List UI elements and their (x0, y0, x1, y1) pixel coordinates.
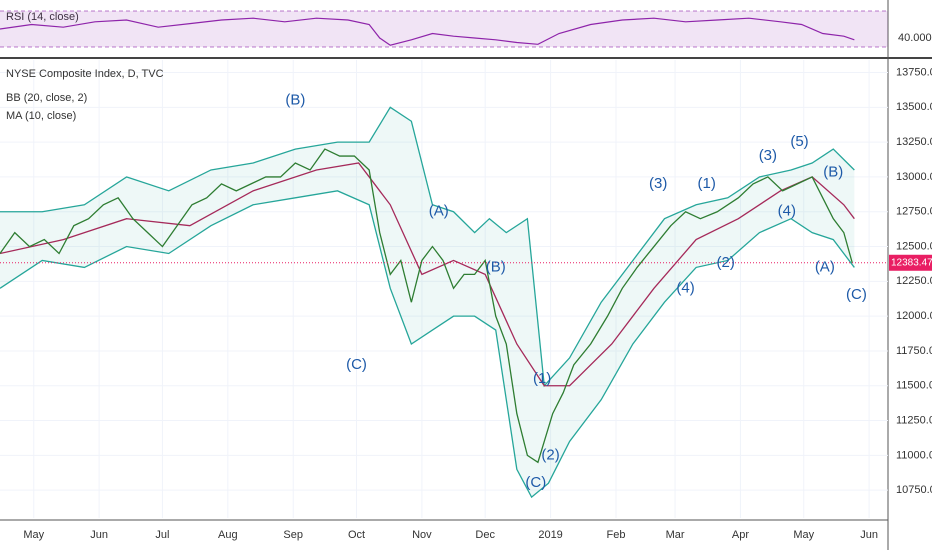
y-tick-label: 12250.000 (896, 275, 932, 287)
y-tick-label: 12000.000 (896, 310, 932, 322)
wave-label: (A) (815, 258, 835, 275)
x-tick-label: Feb (606, 529, 625, 541)
wave-label: (1) (698, 175, 716, 192)
x-tick-label: Nov (412, 529, 432, 541)
rsi-tick-label: 40.0000 (898, 32, 932, 44)
indicator-line (0, 106, 855, 388)
band-fill (0, 107, 855, 498)
wave-label: (B) (823, 164, 843, 181)
x-tick-label: May (793, 529, 814, 541)
y-tick-label: 11500.000 (896, 380, 932, 392)
y-tick-label: 13500.000 (896, 101, 932, 113)
y-tick-label: 11000.000 (896, 449, 932, 461)
last-price-label: 12383.476 (891, 257, 932, 268)
wave-label: (A) (429, 203, 449, 220)
chart-title: NYSE Composite Index, D, TVC (6, 68, 164, 80)
wave-label: (2) (541, 446, 559, 463)
x-tick-label: Oct (348, 529, 365, 541)
wave-label: (3) (759, 147, 777, 164)
x-tick-label: Aug (218, 529, 238, 541)
x-tick-label: Sep (283, 529, 303, 541)
wave-label: (1) (533, 370, 551, 387)
last-price-tag (889, 254, 932, 271)
x-tick-label: 2019 (538, 529, 562, 541)
x-tick-label: Jun (860, 529, 878, 541)
x-tick-label: May (23, 529, 44, 541)
y-tick-label: 13000.000 (896, 171, 932, 183)
wave-label: (B) (486, 258, 506, 275)
y-tick-label: 10750.000 (896, 484, 932, 496)
wave-label: (C) (846, 286, 867, 303)
y-tick-label: 12500.000 (896, 240, 932, 252)
wave-label: (4) (778, 203, 796, 220)
rsi-title: RSI (14, close) (6, 11, 79, 23)
wave-label: (C) (346, 356, 367, 373)
y-tick-label: 11750.000 (896, 345, 932, 357)
indicator-label: BB (20, close, 2) (6, 92, 87, 104)
indicator-line (0, 190, 855, 499)
x-tick-label: Dec (475, 529, 495, 541)
indicator-line (0, 162, 855, 387)
indicator-label: MA (10, close) (6, 110, 76, 122)
x-tick-label: Apr (732, 529, 749, 541)
wave-label: (C) (525, 474, 546, 491)
y-tick-label: 11250.000 (896, 414, 932, 426)
x-tick-label: Jun (90, 529, 108, 541)
x-tick-label: Mar (666, 529, 685, 541)
wave-label: (4) (676, 279, 694, 296)
wave-label: (B) (285, 91, 305, 108)
rsi-line (0, 17, 855, 46)
price-line (0, 148, 853, 464)
wave-label: (2) (717, 254, 735, 271)
x-tick-label: Jul (155, 529, 169, 541)
y-tick-label: 12750.000 (896, 206, 932, 218)
y-tick-label: 13250.000 (896, 136, 932, 148)
y-tick-label: 13750.000 (896, 66, 932, 78)
wave-label: (3) (649, 175, 667, 192)
rsi-band (0, 11, 888, 47)
wave-label: (5) (790, 133, 808, 150)
